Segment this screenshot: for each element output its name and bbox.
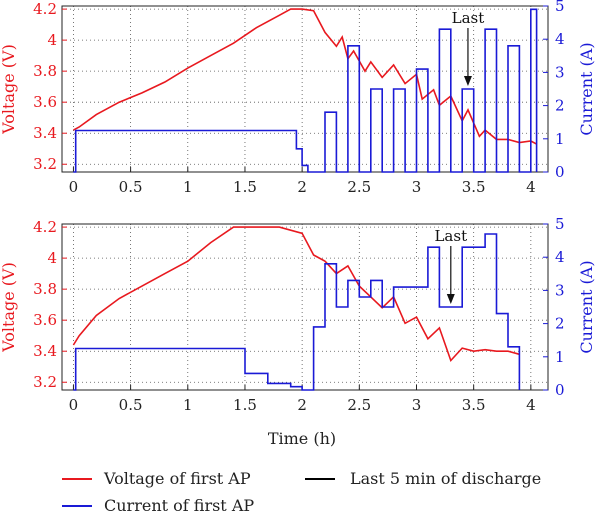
current-series-line	[73, 233, 521, 391]
y-left-tick-label: 3.8	[33, 280, 57, 298]
x-tick-label: 3	[412, 396, 422, 414]
legend-last-label: Last 5 min of discharge	[350, 469, 541, 488]
y-left-tick-label: 3.6	[33, 93, 57, 111]
y-left-tick-label: 3.4	[33, 342, 57, 360]
y-right-tick-label: 5	[555, 0, 565, 15]
y-left-tick-label: 4	[47, 31, 57, 49]
y-left-tick-label: 3.4	[33, 124, 57, 142]
x-tick-label: 1	[183, 178, 193, 196]
last-annotation-label: Last	[452, 9, 485, 27]
x-tick-label: 2	[297, 396, 307, 414]
x-tick-label: 1	[183, 396, 193, 414]
legend-current-label: Current of first AP	[104, 496, 254, 513]
y-right-tick-label: 4	[555, 248, 565, 266]
x-axis-title: Time (h)	[268, 429, 336, 448]
x-tick-label: 0.5	[119, 396, 143, 414]
y-left-tick-label: 3.2	[33, 373, 57, 391]
x-tick-label: 2.5	[347, 396, 371, 414]
last-annotation-arrow-head	[446, 294, 455, 304]
x-tick-label: 3.5	[462, 178, 486, 196]
y-right-tick-label: 1	[555, 130, 565, 148]
y-right-tick-label: 0	[555, 381, 565, 399]
y-right-tick-label: 2	[555, 97, 565, 115]
x-tick-label: 0.5	[119, 178, 143, 196]
y-right-tick-label: 3	[555, 281, 565, 299]
x-tick-label: 3	[412, 178, 422, 196]
x-tick-label: 0	[69, 396, 79, 414]
x-tick-label: 1.5	[233, 178, 257, 196]
x-tick-label: 1.5	[233, 396, 257, 414]
x-tick-label: 4	[526, 396, 536, 414]
x-tick-label: 2.5	[347, 178, 371, 196]
x-tick-label: 0	[69, 178, 79, 196]
y-right-tick-label: 5	[555, 215, 565, 233]
y-left-tick-label: 4	[47, 249, 57, 267]
x-tick-label: 3.5	[462, 396, 486, 414]
plot-frame	[61, 223, 549, 391]
y-left-tick-label: 4.2	[33, 218, 57, 236]
y-left-tick-label: 3.2	[33, 155, 57, 173]
legend-voltage-label: Voltage of first AP	[103, 469, 251, 488]
voltage-series-line	[72, 226, 520, 363]
y-right-tick-label: 3	[555, 63, 565, 81]
x-tick-label: 4	[526, 178, 536, 196]
y-left-axis-title: Voltage (V)	[0, 44, 18, 135]
top-panel: 0 0.5 1 1.5 2 2.5 3 3.5 4 3.2 3.4 3.6 3.8 4 4.2 0 1 2 3 4 5 V…	[0, 0, 596, 196]
y-left-tick-label: 3.6	[33, 311, 57, 329]
last-annotation-label: Last	[434, 227, 467, 245]
bottom-panel: 0 0.5 1 1.5 2 2.5 3 3.5 4 3.2 3.4 3.6 3.8 4 4.2 0 1 2 3 4 5 V…	[0, 215, 596, 414]
x-tick-label: 2	[297, 178, 307, 196]
legend: Voltage of first AP Current of first AP …	[62, 469, 541, 513]
y-right-tick-label: 4	[555, 30, 565, 48]
y-right-tick-label: 1	[555, 348, 565, 366]
plot-frame	[61, 5, 549, 173]
y-left-tick-label: 3.8	[33, 62, 57, 80]
y-left-tick-label: 4.2	[33, 0, 57, 18]
y-left-axis-title: Voltage (V)	[0, 262, 18, 353]
y-right-tick-label: 0	[555, 163, 565, 181]
y-right-tick-label: 2	[555, 315, 565, 333]
last-annotation-arrow-head	[463, 76, 472, 86]
y-right-axis-title: Current (A)	[577, 260, 596, 353]
current-series-line	[73, 8, 538, 173]
y-right-axis-title: Current (A)	[577, 42, 596, 135]
